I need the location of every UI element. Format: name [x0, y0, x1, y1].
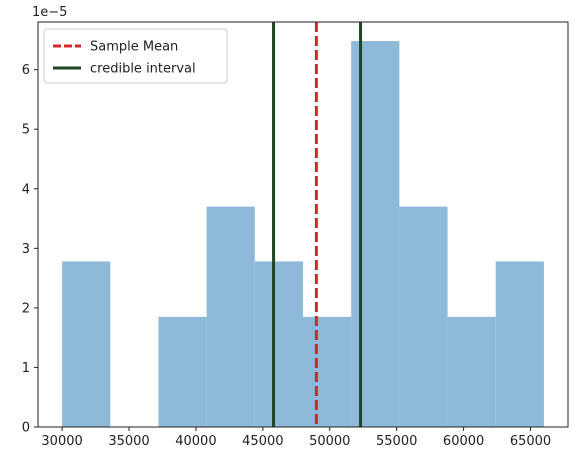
histogram-bar	[303, 316, 352, 427]
x-tick-label: 40000	[175, 434, 216, 449]
histogram-bar	[62, 261, 111, 427]
histogram-bar	[351, 41, 400, 427]
y-axis-ticks: 0 1 2 3 4 5 6	[22, 63, 38, 436]
legend-label: Sample Mean	[90, 40, 178, 55]
x-tick-label: 65000	[510, 434, 551, 449]
y-scale-label: 1e−5	[32, 5, 67, 20]
y-tick-label: 6	[22, 63, 30, 78]
y-tick-label: 5	[22, 123, 30, 138]
legend-label: credible interval	[90, 62, 196, 77]
x-tick-label: 45000	[242, 434, 283, 449]
x-tick-label: 35000	[108, 434, 149, 449]
y-tick-label: 2	[22, 301, 30, 316]
y-tick-label: 4	[22, 182, 30, 197]
legend-box	[43, 28, 228, 84]
y-tick-label: 0	[22, 421, 30, 436]
x-tick-label: 30000	[41, 434, 82, 449]
histogram-bar	[158, 316, 207, 427]
histogram-bar	[399, 206, 448, 427]
x-tick-label: 60000	[443, 434, 484, 449]
axes-frame	[37, 21, 569, 428]
y-tick-label: 3	[22, 242, 30, 257]
histogram-bar	[254, 261, 303, 427]
histogram-bar	[206, 206, 255, 427]
vertical-lines-layer	[272, 22, 363, 427]
bars-layer	[62, 41, 544, 427]
x-axis-ticks: 30000 35000 40000 45000 50000 55000 60000 65000	[41, 427, 551, 449]
histogram-bar	[447, 316, 496, 427]
x-tick-label: 50000	[309, 434, 350, 449]
x-tick-label: 55000	[376, 434, 417, 449]
y-tick-label: 1	[22, 361, 30, 376]
legend: Sample Mean credible interval	[43, 28, 228, 84]
histogram-bar	[495, 261, 544, 427]
